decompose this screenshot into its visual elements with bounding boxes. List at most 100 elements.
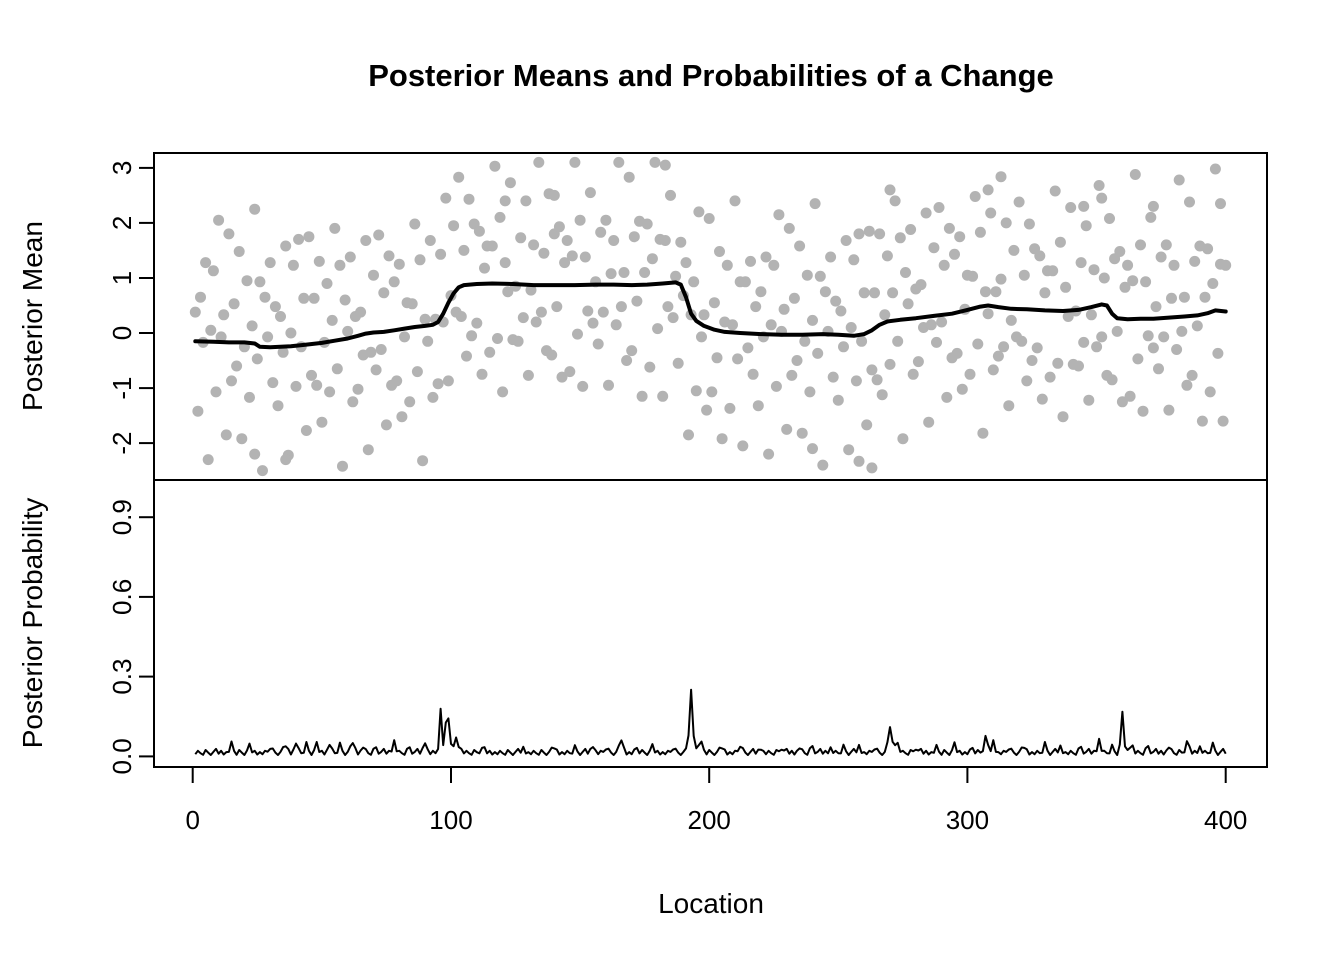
y-tick-label: 3 xyxy=(107,161,137,175)
scatter-point xyxy=(417,455,429,467)
scatter-point xyxy=(347,396,359,408)
scatter-point xyxy=(458,244,470,256)
scatter-point xyxy=(339,294,351,306)
scatter-point xyxy=(670,270,682,282)
scatter-point xyxy=(512,335,524,347)
scatter-point xyxy=(1204,386,1216,398)
scatter-point xyxy=(863,225,875,237)
scatter-point xyxy=(277,346,289,358)
scatter-point xyxy=(466,330,478,342)
scatter-point xyxy=(990,286,1002,298)
scatter-point xyxy=(515,232,527,244)
scatter-point xyxy=(579,251,591,263)
scatter-point xyxy=(1158,331,1170,343)
scatter-point xyxy=(982,308,994,320)
scatter-point xyxy=(894,232,906,244)
scatter-point xyxy=(486,240,498,252)
y-tick-label: 0.6 xyxy=(107,579,137,615)
scatter-point xyxy=(693,206,705,218)
scatter-point xyxy=(819,286,831,298)
scatter-point xyxy=(750,301,762,313)
scatter-point xyxy=(207,265,219,277)
scatter-point xyxy=(303,231,315,243)
scatter-point xyxy=(626,345,638,357)
scatter-point xyxy=(765,319,777,331)
scatter-point-extreme xyxy=(807,443,818,455)
scatter-point xyxy=(587,317,599,329)
scatter-point xyxy=(566,250,578,262)
y-tick-label: -1 xyxy=(107,377,137,400)
scatter-point xyxy=(546,349,558,361)
scatter-point xyxy=(1091,341,1103,353)
scatter-point xyxy=(838,341,849,353)
scatter-point xyxy=(564,366,576,378)
scatter-point xyxy=(605,268,617,280)
scatter-point xyxy=(597,306,609,318)
scatter-point xyxy=(1173,174,1185,186)
scatter-point xyxy=(226,375,237,387)
x-tick-label: 400 xyxy=(1204,805,1247,835)
scatter-point xyxy=(1217,415,1229,427)
scatter-point xyxy=(595,226,607,238)
scatter-point xyxy=(331,363,343,375)
scatter-point xyxy=(285,327,297,339)
scatter-point xyxy=(231,360,243,372)
scatter-point xyxy=(473,225,485,237)
scatter-point xyxy=(1016,335,1028,347)
scatter-point xyxy=(1008,244,1020,256)
scatter-point xyxy=(832,394,844,406)
scatter-point xyxy=(561,235,573,246)
scatter-point xyxy=(1075,257,1087,269)
scatter-point xyxy=(646,253,658,265)
scatter-point xyxy=(1060,281,1072,293)
scatter-point xyxy=(698,309,710,321)
scatter-point xyxy=(334,259,346,271)
scatter-point xyxy=(535,306,547,318)
scatter-point xyxy=(1153,363,1164,375)
y-tick-label: 0 xyxy=(107,326,137,340)
scatter-point xyxy=(257,465,268,477)
scatter-point xyxy=(732,353,744,365)
scatter-point xyxy=(530,316,542,328)
scatter-point xyxy=(355,306,367,318)
scatter-point xyxy=(1104,213,1115,224)
scatter-point xyxy=(236,433,248,445)
chart-title: Posterior Means and Probabilities of a C… xyxy=(368,58,1054,93)
scatter-point xyxy=(745,255,756,267)
scatter-point xyxy=(582,305,594,317)
scatter-point xyxy=(742,342,754,354)
scatter-point xyxy=(613,156,625,168)
scatter-point xyxy=(329,222,341,234)
scatter-point xyxy=(770,380,782,392)
scatter-point xyxy=(884,358,896,370)
scatter-point xyxy=(925,319,937,331)
y-tick-label: 0.9 xyxy=(107,499,137,535)
scatter-point xyxy=(1127,275,1139,287)
x-tick-label: 0 xyxy=(185,805,199,835)
scatter-point xyxy=(843,444,855,456)
scatter-point xyxy=(189,306,201,318)
y-tick-label: -2 xyxy=(107,432,137,455)
scatter-point xyxy=(249,203,261,215)
scatter-point xyxy=(553,221,565,233)
scatter-point xyxy=(814,270,826,282)
scatter-point xyxy=(287,259,299,271)
scatter-point xyxy=(1196,415,1208,427)
x-tick-label: 300 xyxy=(946,805,989,835)
scatter-point xyxy=(1199,291,1211,303)
scatter-point xyxy=(1129,169,1141,180)
scatter-point xyxy=(313,255,325,267)
scatter-point xyxy=(752,400,764,412)
scatter-point xyxy=(874,228,886,240)
scatter-point xyxy=(835,305,847,317)
scatter-point xyxy=(696,331,707,343)
scatter-point xyxy=(1132,353,1144,365)
scatter-point xyxy=(1202,243,1214,255)
scatter-point xyxy=(1184,196,1195,208)
scatter-point xyxy=(969,191,981,202)
scatter-point xyxy=(1111,325,1123,337)
scatter-point xyxy=(290,380,302,392)
scatter-point xyxy=(1013,196,1025,208)
scatter-point xyxy=(928,242,940,254)
